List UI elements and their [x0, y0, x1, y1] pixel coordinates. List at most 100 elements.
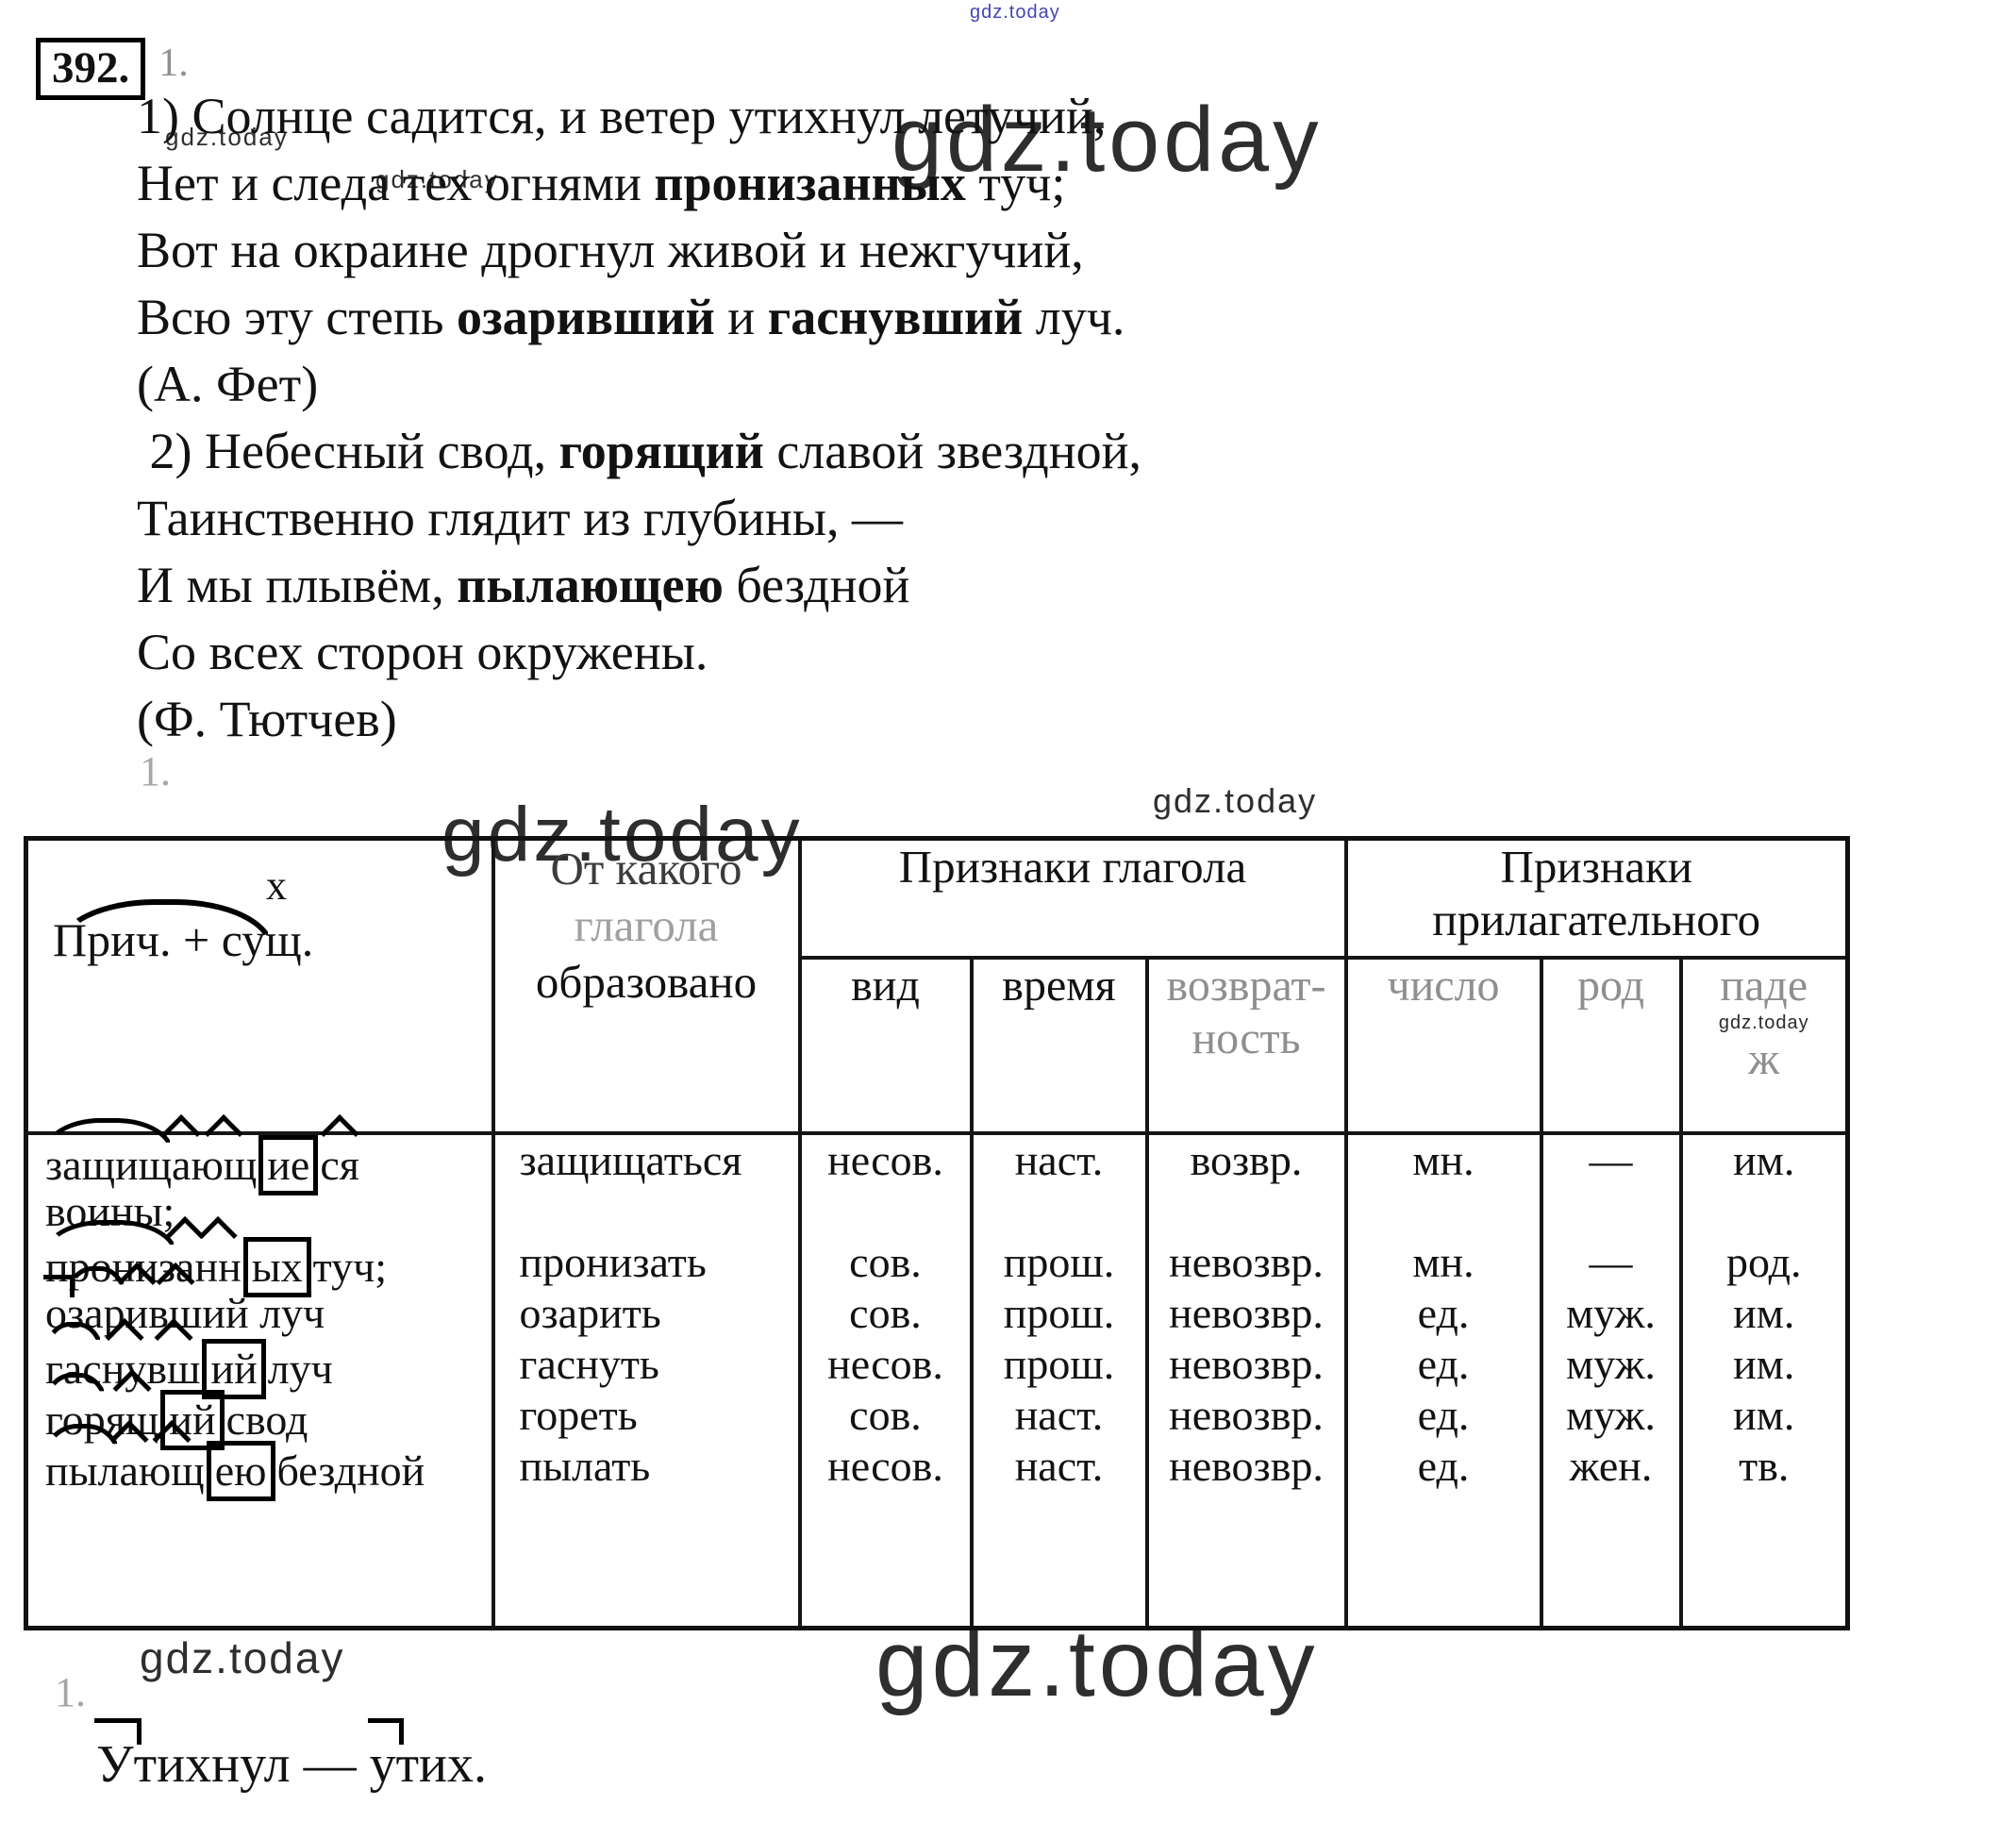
morpheme-suf: а	[172, 1141, 192, 1189]
poem-line: И мы плывём, пылающею бездной	[137, 557, 910, 613]
header-source-verb-line2: глагола	[574, 899, 719, 951]
text-segment: тихнул	[133, 1735, 291, 1794]
value-line: наст.	[1014, 1136, 1104, 1184]
value-line	[495, 1186, 798, 1237]
morpheme-suf: вш	[146, 1345, 201, 1393]
value-line: им.	[1733, 1340, 1795, 1388]
subheader-2: возврат-ность	[1144, 956, 1348, 1135]
header-source-verb: От какого глагола образовано	[491, 836, 802, 1135]
value-line: ед.	[1417, 1340, 1470, 1388]
text-segment: бездной	[276, 1446, 425, 1495]
value-line: защищаться	[519, 1136, 742, 1184]
morpheme-pre: у	[367, 1718, 404, 1794]
value-line: сов.	[849, 1238, 922, 1286]
value-line: мн.	[1412, 1136, 1475, 1184]
value-line: муж.	[1566, 1340, 1656, 1388]
value-line: жен.	[1569, 1442, 1653, 1490]
value-line: несов.	[827, 1136, 943, 1184]
value-line: муж.	[1566, 1391, 1656, 1439]
column-aspect: несов. сов. сов. несов. сов. несов.	[797, 1131, 974, 1630]
value-line: несов.	[827, 1340, 943, 1388]
header-adjective-features-line2: прилагательного	[1432, 894, 1761, 945]
value-line: им.	[1733, 1289, 1795, 1337]
subheader-1: время	[969, 956, 1149, 1135]
header-adjective-features-group: Признаки прилагательного	[1343, 836, 1850, 960]
value-line: род.	[1725, 1238, 1802, 1286]
value-line: муж.	[1566, 1289, 1656, 1337]
column-reflexivity: возвр. невозвр. невозвр. невозвр. невозвр. не…	[1144, 1131, 1348, 1630]
value-line: невозвр.	[1169, 1238, 1324, 1286]
value-line: пылать	[519, 1442, 651, 1490]
value-line: пронизать	[519, 1238, 707, 1286]
value-line: гореть	[519, 1391, 638, 1439]
table-group-header-row: х Прич. + сущ. От какого глагола образов…	[24, 836, 1850, 1135]
poem-text: 1) Солнце садится, и ветер утихнул летуч…	[137, 83, 1141, 753]
value-line: мн.	[1412, 1238, 1475, 1286]
subheader-5: паде gdz.today ж	[1678, 956, 1850, 1135]
value-line: ед.	[1417, 1442, 1470, 1490]
text-segment: ий луч	[202, 1289, 325, 1337]
value-line	[802, 1186, 970, 1237]
value-line: невозвр.	[1169, 1340, 1324, 1388]
poem-line: 2) Небесный свод, горящий славой звездно…	[137, 423, 1142, 479]
text-segment: свод	[225, 1396, 308, 1444]
value-line	[1683, 1186, 1846, 1237]
value-line	[1543, 1186, 1679, 1237]
value-line	[1348, 1186, 1540, 1237]
morpheme-root: защищ	[42, 1118, 175, 1189]
value-line: наст.	[1014, 1442, 1104, 1490]
column-tense: наст. прош. прош. прош. наст. наст.	[969, 1131, 1149, 1630]
poem-line: (Ф. Тютчев)	[137, 691, 397, 747]
part-marker-middle: 1.	[140, 748, 171, 794]
value-line: сов.	[849, 1391, 922, 1439]
header-participle-noun: х Прич. + сущ.	[24, 836, 495, 1135]
phrase-line: защищающ ие ся	[28, 1118, 492, 1195]
value-line: невозвр.	[1169, 1442, 1324, 1490]
morpheme-end: ие	[258, 1135, 319, 1195]
exercise-header: 392. 1.	[36, 38, 189, 100]
watermark-middle-right: gdz.today	[1153, 781, 1318, 820]
poem-line: Нет и следа тех огнями пронизанных туч;	[137, 155, 1066, 211]
text-segment: туч;	[312, 1243, 388, 1291]
column-participle-phrases: защищающ ие ся воины; пронизанн ых туч; озарив…	[24, 1118, 495, 1630]
morpheme-pre: У	[94, 1718, 142, 1794]
value-line: невозвр.	[1169, 1391, 1324, 1439]
word-formation-note: Утихнул — утих.	[94, 1718, 488, 1794]
phrase-line: пылающ ею бездной	[28, 1424, 492, 1501]
agreement-arc	[57, 899, 274, 948]
morpheme-root: пыл	[42, 1424, 123, 1495]
column-gender: — — муж. муж. муж. жен.	[1539, 1131, 1683, 1630]
poem-line: Всю эту степь озаривший и гаснувший луч.	[137, 289, 1125, 345]
value-line: гаснуть	[519, 1340, 659, 1388]
poem-line: Со всех сторон окружены.	[137, 624, 708, 680]
header-verb-features-group: Признаки глагола	[797, 836, 1348, 960]
value-line: ед.	[1417, 1289, 1470, 1337]
head-word-x-mark: х	[266, 862, 287, 909]
morpheme-suf: а	[119, 1446, 139, 1495]
column-number: мн. мн. ед. ед. ед. ед.	[1343, 1131, 1543, 1630]
table-body-row: защищающ ие ся воины; пронизанн ых туч; озарив…	[24, 1118, 1850, 1630]
value-line: несов.	[827, 1442, 943, 1490]
value-line: возвр.	[1190, 1136, 1303, 1184]
value-line: им.	[1733, 1391, 1795, 1439]
value-line	[1149, 1186, 1344, 1237]
morpheme-end: ий	[202, 1339, 266, 1399]
value-line: —	[1589, 1136, 1633, 1184]
phrase-line: пронизанн ых туч;	[28, 1220, 492, 1297]
value-line: наст.	[1014, 1391, 1104, 1439]
text-segment: луч	[267, 1345, 333, 1393]
value-line: озарить	[519, 1289, 661, 1337]
value-line: ед.	[1417, 1391, 1470, 1439]
header-participle-noun-label: Прич. + сущ.	[53, 913, 314, 966]
poem-line: Таинственно глядит из глубины, —	[137, 490, 904, 546]
value-line: прош.	[1003, 1289, 1115, 1337]
morpheme-suf: ющ	[191, 1141, 258, 1189]
part-marker-bottom: 1.	[55, 1669, 86, 1715]
morpheme-end: ых	[242, 1237, 311, 1297]
watermark-bottom-left: gdz.today	[140, 1633, 345, 1682]
morpheme-suf: ющ	[138, 1446, 205, 1495]
header-adjective-features-line1: Признаки	[1500, 841, 1692, 893]
value-line: сов.	[849, 1289, 922, 1337]
column-case: им. род. им. им. им. тв.	[1678, 1131, 1850, 1630]
value-line: тв.	[1739, 1442, 1790, 1490]
